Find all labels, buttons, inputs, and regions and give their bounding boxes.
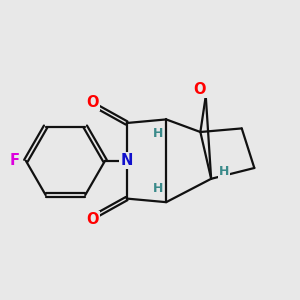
Text: O: O — [86, 212, 99, 227]
Text: H: H — [153, 182, 164, 195]
Text: N: N — [120, 153, 133, 168]
Text: O: O — [86, 95, 99, 110]
Text: F: F — [9, 153, 20, 168]
Text: O: O — [193, 82, 206, 97]
Text: H: H — [153, 127, 164, 140]
Text: H: H — [219, 165, 229, 178]
